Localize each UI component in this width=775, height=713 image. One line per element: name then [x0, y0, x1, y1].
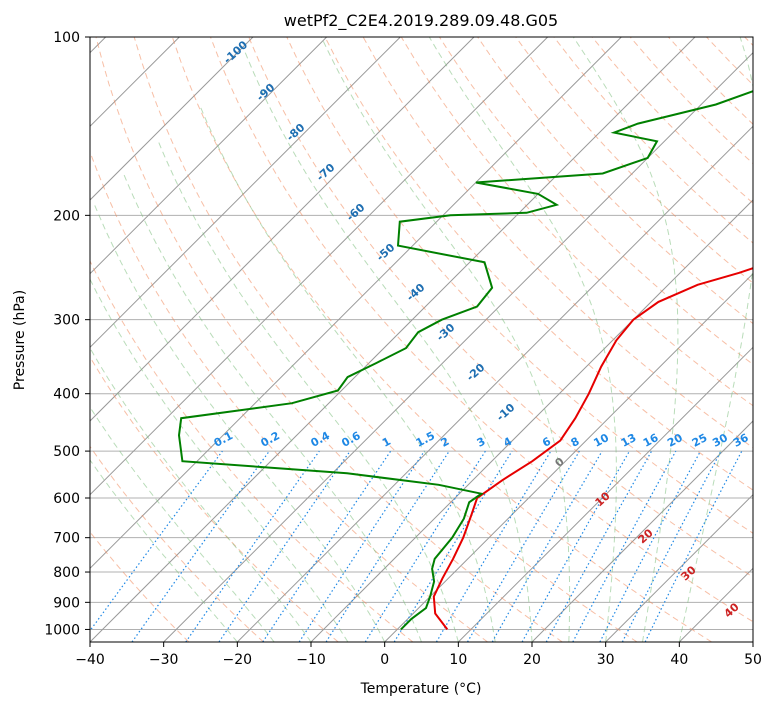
isotherm-line [16, 37, 621, 642]
dry-adiabat [0, 37, 264, 642]
dry-adiabat [0, 37, 338, 642]
x-tick-label: −30 [149, 652, 179, 668]
dry-adiabat [745, 37, 775, 642]
mixing-ratio-line [219, 451, 350, 642]
dry-adiabat-label: -100 [221, 38, 250, 66]
dry-adiabat [516, 37, 775, 642]
mixing-ratio-line [522, 451, 629, 642]
isotherm-label: 40 [722, 600, 742, 620]
x-tick-label: 30 [597, 652, 615, 668]
x-axis-label: Temperature (°C) [360, 681, 482, 697]
moist-adiabat [679, 37, 760, 642]
temperature-profile [434, 37, 775, 629]
isotherm-line [0, 37, 474, 642]
isotherm-label: 20 [636, 526, 656, 546]
mixing-ratio-label: 20 [665, 431, 685, 450]
y-tick-label: 100 [53, 30, 80, 46]
mixing-ratio-line [326, 451, 449, 642]
y-tick-label: 700 [53, 531, 80, 547]
moist-adiabat [0, 293, 237, 642]
x-tick-label: 40 [670, 652, 688, 668]
isotherm-label: 10 [593, 489, 613, 509]
dry-adiabat [58, 37, 488, 642]
y-tick-label: 1000 [44, 622, 80, 638]
mixing-ratio-label: 0.4 [309, 429, 333, 450]
x-tick-label: −20 [223, 652, 253, 668]
mixing-ratio-label: 36 [731, 431, 751, 450]
mixing-ratio-line [365, 451, 485, 642]
x-tick-label: 50 [744, 652, 762, 668]
dry-adiabat-label: -90 [254, 81, 278, 104]
mixing-ratio-label: 16 [641, 431, 661, 450]
y-tick-label: 400 [53, 387, 80, 403]
moist-adiabat [67, 228, 348, 642]
isotherm-line [0, 37, 400, 642]
dry-adiabat [592, 37, 775, 642]
y-tick-label: 800 [53, 565, 80, 581]
moist-adiabat [158, 141, 458, 642]
mixing-ratio-line [468, 451, 580, 642]
dry-adiabat-label: -30 [434, 321, 458, 344]
mixing-ratio-label: 1.5 [414, 429, 437, 450]
dry-adiabat-label: -40 [404, 281, 428, 304]
dry-adiabat-label: -10 [494, 401, 518, 424]
y-axis-label: Pressure (hPa) [12, 290, 28, 390]
y-tick-label: 500 [53, 444, 80, 460]
isotherm-line [0, 37, 327, 642]
mixing-ratio-label: 0.2 [259, 429, 282, 450]
dry-adiabat [668, 37, 775, 642]
mixing-ratio-line [436, 451, 551, 642]
dry-adiabat [0, 37, 189, 642]
isotherm-line [679, 37, 775, 642]
dry-adiabat-label: -50 [374, 241, 398, 264]
y-tick-label: 200 [53, 208, 80, 224]
mixing-ratio-line [600, 451, 701, 642]
dry-adiabat-label: -20 [464, 361, 488, 384]
mixing-ratio-label: 25 [690, 431, 710, 450]
mixing-ratio-line [82, 451, 223, 642]
isotherm-line [0, 37, 253, 642]
background-lines [0, 37, 775, 642]
isotherm-line [311, 37, 775, 642]
mixing-ratio-label: 10 [591, 431, 611, 450]
x-tick-label: 10 [449, 652, 467, 668]
y-tick-label: 900 [53, 595, 80, 611]
plot-frame [90, 37, 753, 642]
dry-adiabat [707, 37, 775, 642]
mixing-ratio-label: 4 [501, 435, 514, 450]
mixing-ratio-line [573, 451, 676, 642]
chart-title: wetPf2_C2E4.2019.289.09.48.G05 [284, 11, 558, 31]
isotherm-line [90, 37, 695, 642]
mixing-ratio-label: 2 [439, 435, 452, 450]
mixing-ratio-line [263, 451, 391, 642]
x-tick-label: −10 [296, 652, 326, 668]
y-tick-label: 600 [53, 491, 80, 507]
y-tick-label: 300 [53, 313, 80, 329]
dry-adiabat [20, 37, 413, 642]
x-tick-label: 20 [523, 652, 541, 668]
isotherm-line [237, 37, 775, 642]
x-tick-label: 0 [380, 652, 389, 668]
mixing-ratio-label: 3 [475, 435, 488, 450]
dry-adiabat-label: -70 [314, 161, 338, 184]
isotherm-line [753, 37, 775, 642]
dry-adiabat-label: -80 [284, 121, 308, 144]
mixing-ratio-label: 13 [619, 431, 639, 450]
x-tick-label: −40 [75, 652, 105, 668]
dry-adiabat [554, 37, 775, 642]
